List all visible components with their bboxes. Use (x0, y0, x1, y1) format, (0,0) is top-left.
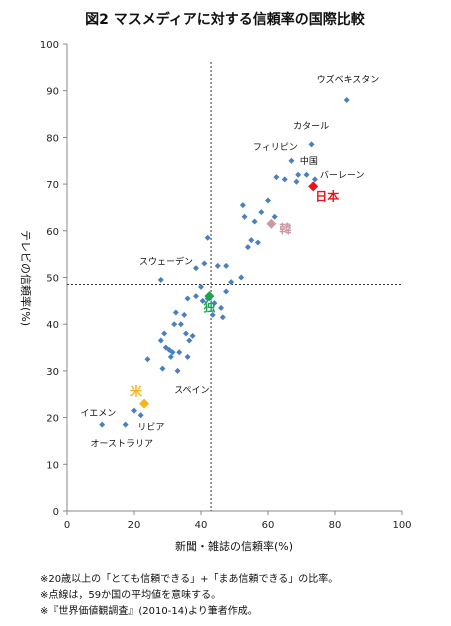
y-tick-label: 60 (46, 227, 59, 238)
data-point (161, 330, 168, 337)
data-point (251, 218, 258, 225)
country-annotation: フィリピン (253, 142, 298, 153)
highlight-point (308, 181, 319, 192)
highlight-label: 米 (130, 384, 143, 399)
data-point (218, 304, 225, 311)
data-point (189, 332, 196, 339)
data-point (241, 213, 248, 220)
data-point (293, 178, 300, 185)
data-point (159, 365, 166, 372)
data-point (223, 288, 230, 295)
y-tick-label: 90 (46, 87, 59, 98)
data-point (239, 202, 246, 209)
data-point (295, 171, 302, 178)
country-annotation: バーレーン (320, 170, 365, 181)
x-axis-label: 新聞・雑誌の信頼率(%) (175, 539, 293, 553)
y-tick-label: 10 (46, 460, 59, 471)
y-tick-label: 0 (53, 507, 59, 518)
y-tick-label: 70 (46, 180, 59, 191)
data-point (167, 353, 174, 360)
data-point (181, 311, 188, 318)
country-annotation: スウェーデン (139, 255, 193, 267)
data-point (228, 279, 235, 286)
data-point (122, 421, 129, 428)
highlight-point (266, 218, 277, 229)
data-point (144, 356, 151, 363)
data-point (281, 176, 288, 183)
data-point (248, 237, 255, 244)
x-tick-label: 100 (392, 520, 411, 531)
data-point (174, 367, 181, 374)
data-point (258, 209, 265, 216)
footnote: ※点線は，59か国の平均値を意味する。 (40, 590, 222, 601)
data-point (288, 157, 295, 164)
data-point (131, 407, 137, 414)
x-tick-label: 0 (64, 520, 70, 531)
y-tick-label: 30 (46, 367, 59, 378)
highlight-label: 韓 (279, 221, 291, 236)
data-point (192, 293, 199, 300)
data-point (172, 309, 179, 316)
data-point (157, 337, 164, 344)
country-annotation: リビア (137, 422, 164, 433)
y-axis-label: テレビの信頼率(%) (19, 230, 33, 326)
data-point (223, 262, 230, 269)
country-annotation: 中国 (300, 155, 318, 167)
data-point (204, 234, 211, 241)
chart-title: 図2 マスメディアに対する信頼率の国際比較 (85, 11, 366, 28)
y-tick-label: 40 (46, 320, 59, 331)
data-point (169, 349, 176, 356)
data-point (199, 297, 206, 304)
y-tick-label: 80 (46, 133, 59, 144)
data-point (311, 176, 318, 183)
data-point (238, 274, 245, 281)
country-annotation: スペイン (174, 386, 209, 396)
data-point (219, 314, 226, 321)
data-point (244, 244, 251, 251)
data-point (186, 337, 193, 344)
data-point (271, 213, 278, 220)
data-point (177, 321, 184, 328)
y-tick-label: 100 (40, 40, 59, 51)
data-point (308, 141, 315, 148)
country-annotation: ウズベキスタン (317, 73, 380, 85)
highlight-point (204, 291, 215, 302)
data-point (214, 262, 221, 269)
data-point (184, 353, 191, 360)
data-point (303, 171, 310, 178)
data-point (171, 321, 178, 328)
data-point (254, 239, 261, 246)
data-point (198, 283, 204, 290)
x-tick-label: 20 (128, 520, 141, 531)
data-point (137, 412, 144, 419)
country-annotation: カタール (293, 121, 329, 132)
data-point (184, 295, 191, 302)
data-point (273, 174, 280, 181)
x-tick-label: 80 (329, 520, 342, 531)
data-point (99, 421, 106, 428)
highlight-label: 日本 (315, 188, 339, 203)
data-point (176, 349, 183, 356)
data-point (201, 260, 208, 267)
x-tick-label: 40 (195, 520, 208, 531)
footnotes: ※20歳以上の「とても信頼できる」+「まあ信頼できる」の比率。 ※点線は，59か… (40, 572, 338, 620)
country-annotation: オーストラリア (90, 439, 153, 450)
data-point (157, 276, 164, 283)
data-point (265, 197, 271, 204)
footnote: ※20歳以上の「とても信頼できる」+「まあ信頼できる」の比率。 (40, 574, 339, 585)
footnote: ※『世界価値観調査』(2010-14)より筆者作成。 (40, 606, 258, 617)
data-point (211, 300, 218, 307)
data-point (343, 97, 350, 104)
country-annotation: イエメン (80, 409, 116, 419)
x-tick-label: 60 (262, 520, 275, 531)
data-point (192, 265, 199, 272)
data-point (182, 330, 189, 337)
highlight-label: 独 (202, 299, 215, 314)
y-tick-label: 50 (46, 274, 59, 285)
data-point (209, 311, 216, 318)
y-tick-label: 20 (46, 414, 59, 425)
highlight-point (139, 398, 150, 409)
